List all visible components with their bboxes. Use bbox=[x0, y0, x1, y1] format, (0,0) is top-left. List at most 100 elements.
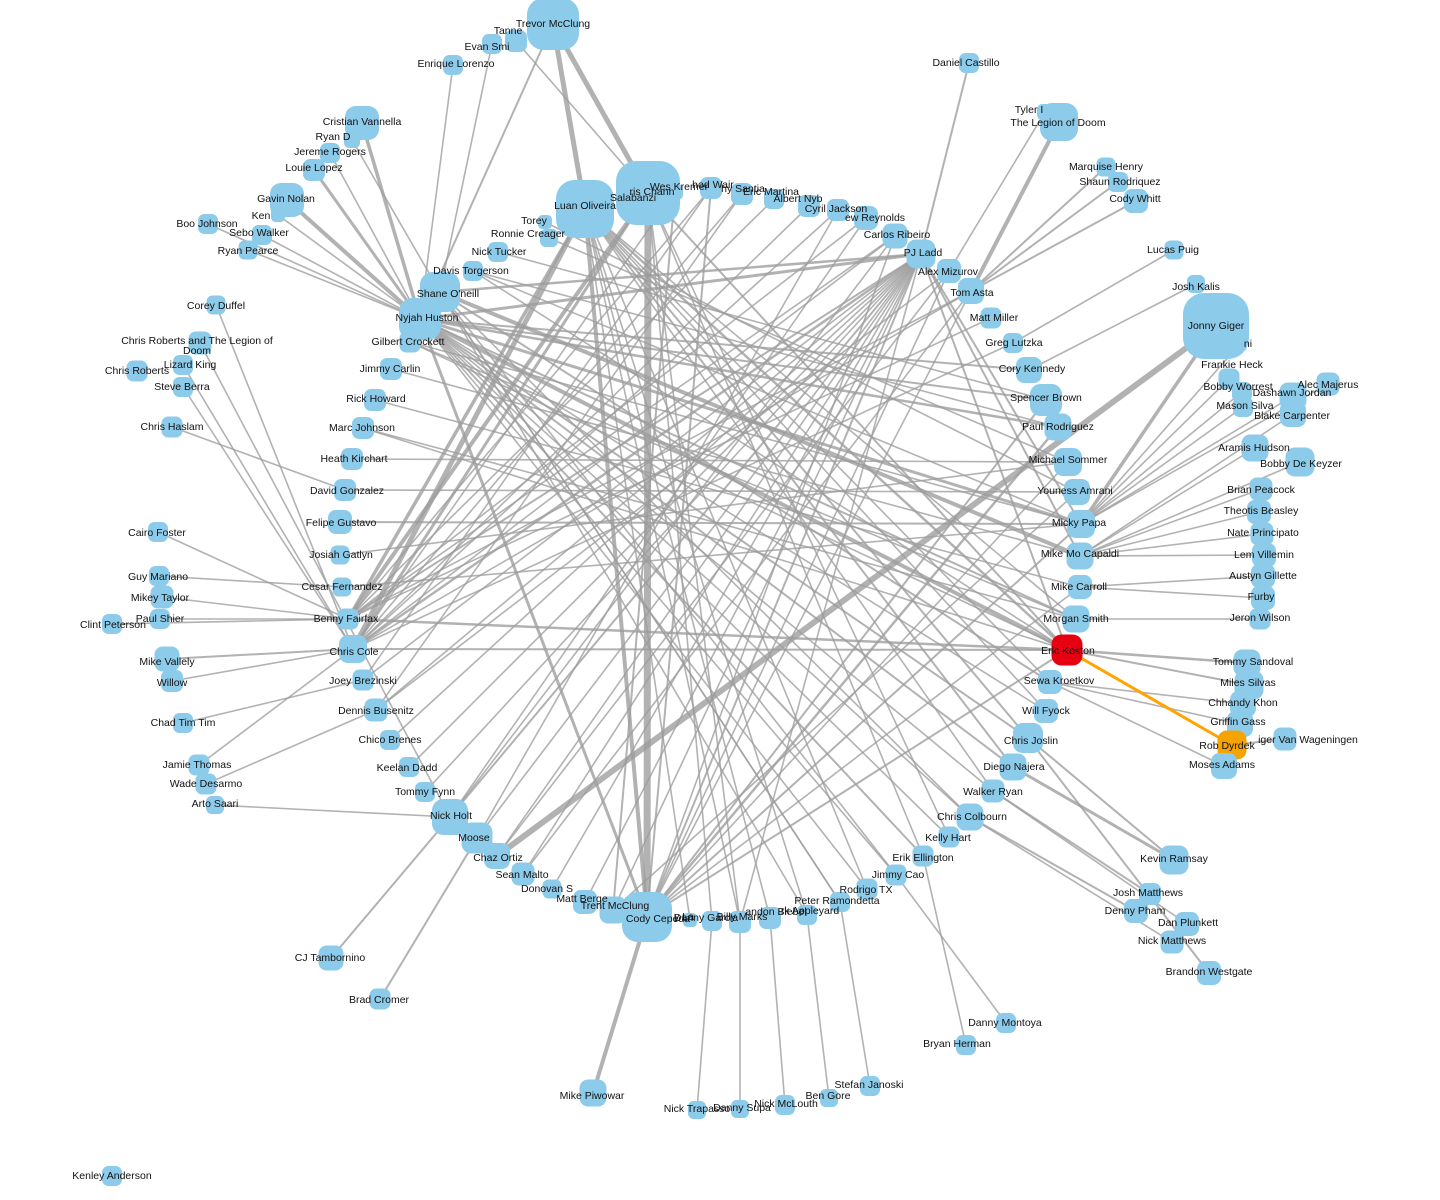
node-mike-piwowar[interactable] bbox=[579, 1079, 607, 1107]
node-bobby-de-keyzer[interactable] bbox=[1285, 447, 1315, 477]
node-david-gonzalez[interactable] bbox=[334, 479, 356, 501]
node-marc-johnson[interactable] bbox=[352, 417, 374, 439]
node-brad-cromer[interactable] bbox=[369, 988, 391, 1010]
node-nick-holt[interactable] bbox=[432, 799, 468, 835]
node-theotis-beasley[interactable] bbox=[1247, 500, 1271, 524]
node-bobby-worrest[interactable] bbox=[1232, 382, 1252, 402]
node-aramis-hudson[interactable] bbox=[1241, 434, 1269, 462]
node-dan-plunkett[interactable] bbox=[1175, 912, 1199, 936]
node-brian-peacock[interactable] bbox=[1249, 477, 1273, 501]
node-louie-lopez[interactable] bbox=[303, 159, 325, 181]
node-michael-sommer[interactable] bbox=[1054, 448, 1082, 476]
node-cory-kennedy[interactable] bbox=[1016, 357, 1042, 383]
node-alec-majerus[interactable] bbox=[1316, 372, 1340, 396]
node-jereme-rogers[interactable] bbox=[320, 143, 340, 163]
node-tommy-sandoval[interactable] bbox=[1233, 649, 1261, 677]
node-cyril-jackson[interactable] bbox=[827, 199, 849, 221]
node-nick-mclouth[interactable] bbox=[775, 1095, 795, 1115]
node-moose[interactable] bbox=[461, 822, 493, 854]
node-chris-cole[interactable] bbox=[339, 635, 367, 663]
node-rodrigo-tx[interactable] bbox=[856, 878, 878, 900]
node-arto-saari[interactable] bbox=[206, 796, 224, 814]
node-paul-rodriguez[interactable] bbox=[1044, 413, 1072, 441]
node-cristian-vannella[interactable] bbox=[345, 106, 379, 140]
node-micky-papa[interactable] bbox=[1067, 510, 1095, 538]
node-felipe-gustavo[interactable] bbox=[328, 510, 352, 534]
node-mike-vallely[interactable] bbox=[154, 646, 180, 672]
node-josiah-gatlyn[interactable] bbox=[330, 545, 350, 565]
node-kenley-anderson[interactable] bbox=[102, 1166, 122, 1186]
node-lucas-puig[interactable] bbox=[1164, 240, 1184, 260]
node-shane-o-neill[interactable] bbox=[420, 272, 460, 312]
node-joey-brezinski[interactable] bbox=[352, 669, 374, 691]
node-steve-berra[interactable] bbox=[173, 377, 193, 397]
node-kevin-ramsay[interactable] bbox=[1159, 845, 1189, 875]
node-danny-montoya[interactable] bbox=[996, 1013, 1016, 1033]
node-chris-colbourn[interactable] bbox=[956, 803, 984, 831]
node-diego-najera[interactable] bbox=[999, 753, 1027, 781]
node-iger-van-wageningen[interactable] bbox=[1273, 727, 1297, 751]
node-andon-biebel[interactable] bbox=[759, 907, 781, 929]
node-walker-ryan[interactable] bbox=[981, 779, 1005, 803]
node-chris-haslam[interactable] bbox=[161, 416, 183, 438]
node-sewa-kroetkov[interactable] bbox=[1038, 670, 1062, 694]
node-dennis-busenitz[interactable] bbox=[364, 698, 388, 722]
node-boo-johnson[interactable] bbox=[198, 214, 218, 234]
node-mike-carroll[interactable] bbox=[1068, 575, 1092, 599]
node-pj-ladd[interactable] bbox=[906, 239, 936, 269]
node-alex-mizurov[interactable] bbox=[937, 259, 961, 283]
node-cody-cepeda[interactable] bbox=[622, 892, 672, 942]
node-jamie-thomas[interactable] bbox=[188, 754, 210, 776]
node-chris-roberts-and-the-legion-of-doom[interactable] bbox=[188, 331, 212, 355]
node-bryan-herman[interactable] bbox=[956, 1035, 976, 1055]
node-heath-kirchart[interactable] bbox=[341, 448, 363, 470]
node-nick-trapasso[interactable] bbox=[688, 1101, 706, 1119]
node-willow[interactable] bbox=[161, 670, 183, 692]
node-danny-garcia[interactable] bbox=[702, 911, 722, 931]
node-hy-santia[interactable] bbox=[731, 183, 753, 205]
node-cesar-fernandez[interactable] bbox=[332, 577, 352, 597]
node-donovan-s[interactable] bbox=[542, 879, 562, 899]
node-jeron-wilson[interactable] bbox=[1249, 608, 1271, 630]
node-cj-tambornino[interactable] bbox=[318, 945, 344, 971]
node-mike-mo-capaldi[interactable] bbox=[1066, 542, 1094, 570]
node-chhandy-khon[interactable] bbox=[1230, 691, 1256, 717]
node-rk-appleyard[interactable] bbox=[797, 905, 817, 925]
node-marquise-henry[interactable] bbox=[1096, 157, 1116, 177]
node-ben-gore[interactable] bbox=[820, 1089, 838, 1107]
node-ew-reynolds[interactable] bbox=[854, 206, 878, 230]
node-hod-wair[interactable] bbox=[700, 177, 722, 199]
node-will-fyock[interactable] bbox=[1034, 699, 1058, 723]
node-sean-malto[interactable] bbox=[511, 862, 535, 886]
node-lem-villemin[interactable] bbox=[1252, 543, 1276, 567]
node-sebo-walker[interactable] bbox=[252, 225, 272, 245]
node-youness-amrani[interactable] bbox=[1064, 479, 1090, 505]
node-eric-koston[interactable] bbox=[1051, 634, 1083, 666]
node-keelan-dadd[interactable] bbox=[399, 757, 419, 777]
node-chad-tim-tim[interactable] bbox=[173, 713, 193, 733]
node-cairo-foster[interactable] bbox=[148, 522, 168, 542]
node-the-legion-of-doom[interactable] bbox=[1040, 103, 1078, 141]
node-lizard-king[interactable] bbox=[173, 355, 193, 375]
node-mikey-taylor[interactable] bbox=[150, 585, 174, 609]
node-denny-pham[interactable] bbox=[1124, 899, 1148, 923]
node-billy-marks[interactable] bbox=[729, 911, 751, 933]
node-ken[interactable] bbox=[271, 208, 285, 222]
node-paul-shier[interactable] bbox=[150, 609, 170, 629]
node-chico-brenes[interactable] bbox=[380, 730, 400, 750]
node-tommy-fynn[interactable] bbox=[415, 782, 435, 802]
node-rob-dyrdek[interactable] bbox=[1217, 730, 1247, 760]
node-evan-smi[interactable] bbox=[482, 34, 502, 54]
node-torey[interactable] bbox=[538, 215, 552, 229]
node-danny-supa[interactable] bbox=[731, 1100, 749, 1118]
node-corey-duffel[interactable] bbox=[206, 295, 226, 315]
node-blake-carpenter[interactable] bbox=[1280, 401, 1306, 427]
node-morgan-smith[interactable] bbox=[1062, 605, 1090, 633]
node-matt-miller[interactable] bbox=[980, 307, 1002, 329]
node-shaun-rodriquez[interactable] bbox=[1108, 172, 1128, 192]
node-furby[interactable] bbox=[1251, 586, 1275, 610]
node-luan-oliveira[interactable] bbox=[556, 180, 614, 238]
node-josh-kalis[interactable] bbox=[1187, 275, 1205, 293]
node-wes-kremer[interactable] bbox=[667, 184, 683, 200]
node-greg-lutzka[interactable] bbox=[1003, 333, 1023, 353]
